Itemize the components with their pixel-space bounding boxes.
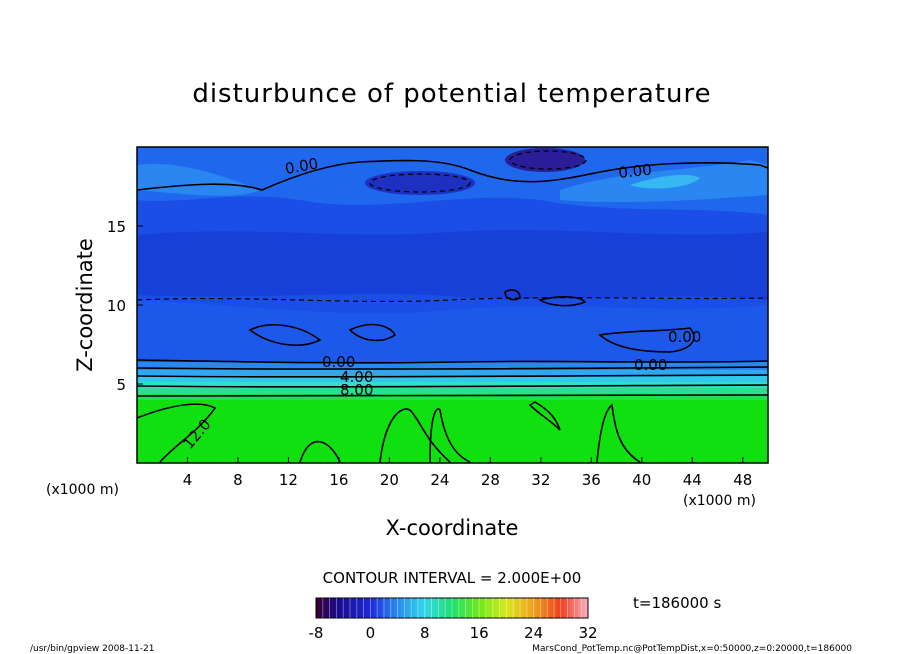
x-unit-left: (x1000 m) xyxy=(46,482,119,498)
contour-cell-3 xyxy=(537,296,587,307)
contour-negative-1 xyxy=(369,173,471,193)
contour-label-4: 0.00 xyxy=(634,356,667,374)
x-tick-label: 48 xyxy=(733,471,752,489)
footer-left: /usr/bin/gpview 2008-11-21 xyxy=(30,644,154,654)
colorbar-tick-label: 24 xyxy=(524,624,543,642)
contour-ground-1 xyxy=(299,440,341,463)
contour-dashed xyxy=(137,150,768,303)
x-tick-label: 40 xyxy=(632,471,651,489)
x-tick-label: 12 xyxy=(279,471,298,489)
contour-cell-1 xyxy=(248,324,322,346)
contour-zero-upper-left xyxy=(137,159,471,191)
contour-label-8: 0.00 xyxy=(668,328,701,346)
x-unit-right: (x1000 m) xyxy=(683,493,756,509)
x-tick-label: 32 xyxy=(531,471,550,489)
footer-right: MarsCond_PotTemp.nc@PotTempDist,x=0:5000… xyxy=(532,644,852,654)
time-label: t=186000 s xyxy=(633,594,721,612)
colorbar-ticks: -8 0 8 16 24 32 xyxy=(309,624,598,642)
contour-level-12-left xyxy=(137,403,217,463)
colorbar-tick-label: 0 xyxy=(366,624,376,642)
chart-title: disturbunce of potential temperature xyxy=(192,79,711,109)
y-tick-label: 5 xyxy=(116,376,126,394)
contour-cell-2 xyxy=(348,323,397,342)
contour-cell-5 xyxy=(504,289,521,301)
contour-label-3: 0.00 xyxy=(322,353,355,371)
band-6 xyxy=(137,394,768,400)
colorbar xyxy=(315,597,589,619)
field-negative-core-2 xyxy=(505,148,585,172)
x-tick-label: 36 xyxy=(582,471,601,489)
contour-label-1: 0.00 xyxy=(284,154,320,178)
contour-negative-mid xyxy=(137,297,768,303)
x-tick-label: 44 xyxy=(683,471,702,489)
band-2 xyxy=(137,370,768,376)
band-1 xyxy=(137,362,768,370)
colorbar-tick-label: 32 xyxy=(578,624,597,642)
contour-zero-lower xyxy=(137,359,768,364)
band-5 xyxy=(137,388,768,394)
contour-level-2 xyxy=(137,366,768,370)
contour-negative-2 xyxy=(509,150,587,170)
contour-interval: CONTOUR INTERVAL = 2.000E+00 xyxy=(323,569,582,587)
band-3 xyxy=(137,376,768,382)
field-upper-left-patch xyxy=(137,164,260,196)
y-tick-label: 15 xyxy=(107,218,126,236)
x-axis-label: X-coordinate xyxy=(386,516,519,540)
y-axis: 5 10 15 xyxy=(107,218,143,394)
contour-ground-2 xyxy=(379,408,451,463)
contour-ground-4 xyxy=(528,401,561,431)
colorbar-tick-label: -8 xyxy=(309,624,324,642)
colorbar-tick-label: 16 xyxy=(470,624,489,642)
x-tick-label: 8 xyxy=(233,471,243,489)
contour-zero-upper-right xyxy=(469,161,768,183)
x-tick-label: 20 xyxy=(380,471,399,489)
plot-area: 0.00 0.00 0.00 0.00 4.00 8.00 12.0 0.00 xyxy=(137,147,768,463)
field-mid-band xyxy=(137,230,768,300)
x-axis: 4 8 12 16 20 24 28 32 36 40 44 48 xyxy=(183,457,752,489)
ground-region xyxy=(137,400,768,463)
contour-level-4 xyxy=(137,374,768,378)
field-negative-core-1 xyxy=(365,171,475,195)
x-tick-label: 28 xyxy=(481,471,500,489)
contour-ground-5 xyxy=(596,403,641,463)
band-4 xyxy=(137,382,768,388)
y-tick-label: 10 xyxy=(107,297,126,315)
x-tick-label: 24 xyxy=(430,471,449,489)
colorbar-tick-label: 8 xyxy=(420,624,430,642)
x-tick-label: 4 xyxy=(183,471,193,489)
contour-lines xyxy=(137,159,768,463)
contour-level-8 xyxy=(137,394,768,398)
colorbar-stripes xyxy=(322,598,582,618)
contour-level-6 xyxy=(137,384,768,388)
contour-label-6: 8.00 xyxy=(340,381,373,399)
contour-cell-4 xyxy=(598,327,695,353)
field-cyan-patch xyxy=(630,174,700,189)
contour-label-2: 0.00 xyxy=(618,161,653,182)
contour-ground-3 xyxy=(429,408,471,463)
contour-label-5: 4.00 xyxy=(340,368,373,386)
y-axis-label: Z-coordinate xyxy=(73,238,97,372)
field-lower-band xyxy=(137,300,768,362)
x-tick-label: 16 xyxy=(329,471,348,489)
